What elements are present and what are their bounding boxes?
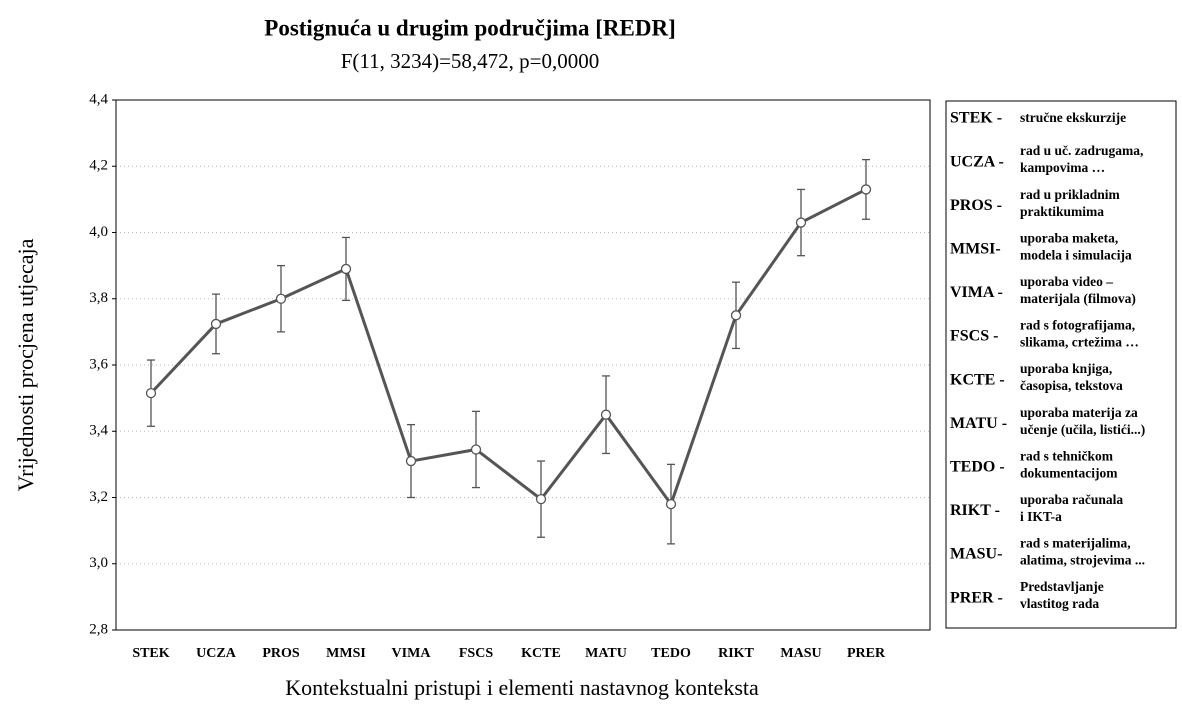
- y-tick-label: 3,4: [89, 423, 108, 439]
- y-tick-label: 2,8: [89, 621, 108, 637]
- legend-code: MMSI-: [950, 240, 1001, 257]
- legend-description: časopisa, tekstova: [1020, 378, 1123, 393]
- y-tick-label: 4,2: [89, 158, 108, 174]
- y-tick-label: 4,0: [89, 224, 108, 240]
- legend-description: modela i simulacija: [1020, 247, 1132, 262]
- legend-code: VIMA -: [950, 284, 1003, 301]
- x-tick-label: TEDO: [651, 646, 691, 661]
- data-point: [145, 388, 157, 399]
- data-point: [275, 293, 287, 304]
- data-point: [340, 263, 352, 275]
- y-tick-label: 4,4: [89, 91, 108, 107]
- data-point: [535, 494, 547, 505]
- legend-code: PRER -: [950, 589, 1003, 606]
- legend-description: uporaba knjiga,: [1020, 361, 1112, 376]
- x-tick-label: PRER: [847, 646, 886, 661]
- legend-description: alatima, strojevima ...: [1020, 553, 1145, 568]
- legend-description: rad u uč. zadrugama,: [1020, 143, 1143, 158]
- y-tick-label: 3,6: [89, 356, 108, 372]
- legend-description: stručne ekskurzije: [1020, 110, 1126, 125]
- data-point: [860, 184, 872, 195]
- x-tick-label: MASU: [780, 646, 821, 661]
- chart-subtitle: F(11, 3234)=58,472, p=0,0000: [341, 49, 600, 73]
- legend-description: uporaba video –: [1020, 274, 1113, 289]
- legend-description: rad s materijalima,: [1020, 536, 1131, 551]
- legend-box: [945, 100, 1177, 629]
- legend-code: STEK -: [950, 110, 1002, 127]
- legend-code: TEDO -: [950, 458, 1005, 475]
- data-point: [470, 444, 482, 455]
- legend-description: praktikumima: [1020, 204, 1104, 219]
- chart-title: Postignuća u drugim područjima [REDR]: [264, 15, 675, 40]
- x-tick-label: PROS: [262, 646, 300, 661]
- legend-code: KCTE -: [950, 371, 1005, 388]
- x-tick-label: VIMA: [392, 646, 432, 661]
- legend-description: rad s fotografijama,: [1020, 318, 1135, 333]
- legend-description: kampovima …: [1020, 160, 1105, 175]
- legend-code: MASU-: [950, 546, 1002, 563]
- legend-description: rad u prikladnim: [1020, 187, 1121, 202]
- legend-code: UCZA -: [950, 153, 1004, 170]
- data-point: [730, 310, 742, 321]
- legend-code: PROS -: [950, 197, 1002, 214]
- legend-description: uporaba računala: [1020, 492, 1123, 507]
- legend-description: učenje (učila, listići...): [1020, 422, 1145, 437]
- legend-description: vlastitog rada: [1020, 596, 1099, 611]
- legend-description: uporaba maketa,: [1020, 230, 1118, 245]
- legend-code: FSCS -: [950, 328, 998, 345]
- data-point: [665, 498, 677, 510]
- plot-frame: [115, 99, 931, 631]
- x-tick-label: MATU: [585, 646, 627, 661]
- legend-code: MATU -: [950, 415, 1007, 432]
- data-point: [210, 318, 222, 330]
- series-line: [149, 188, 867, 508]
- legend-description: materijala (filmova): [1020, 291, 1136, 306]
- legend-description: dokumentacijom: [1020, 465, 1118, 480]
- x-tick-label: MMSI: [326, 646, 366, 661]
- legend-description: Predstavljanje: [1020, 579, 1104, 594]
- y-tick-label: 3,2: [89, 489, 108, 505]
- x-tick-label: RIKT: [718, 646, 754, 661]
- x-tick-label: UCZA: [196, 646, 237, 661]
- data-point: [405, 455, 417, 467]
- y-tick-label: 3,0: [89, 555, 108, 571]
- x-tick-label: KCTE: [521, 646, 561, 661]
- x-tick-label: FSCS: [459, 646, 493, 661]
- legend-description: uporaba materija za: [1020, 405, 1138, 420]
- y-tick-label: 3,8: [89, 290, 108, 306]
- x-axis-title: Kontekstualni pristupi i elementi nastav…: [285, 675, 759, 700]
- legend-description: rad s tehničkom: [1020, 448, 1114, 463]
- legend-description: slikama, crtežima …: [1020, 335, 1139, 350]
- data-point: [600, 409, 612, 420]
- legend-description: i IKT-a: [1020, 509, 1062, 524]
- x-tick-label: STEK: [132, 646, 169, 661]
- y-axis-title: Vrijednosti procjena utjecaja: [13, 238, 38, 491]
- legend-code: RIKT -: [950, 502, 1000, 519]
- data-point: [795, 217, 807, 228]
